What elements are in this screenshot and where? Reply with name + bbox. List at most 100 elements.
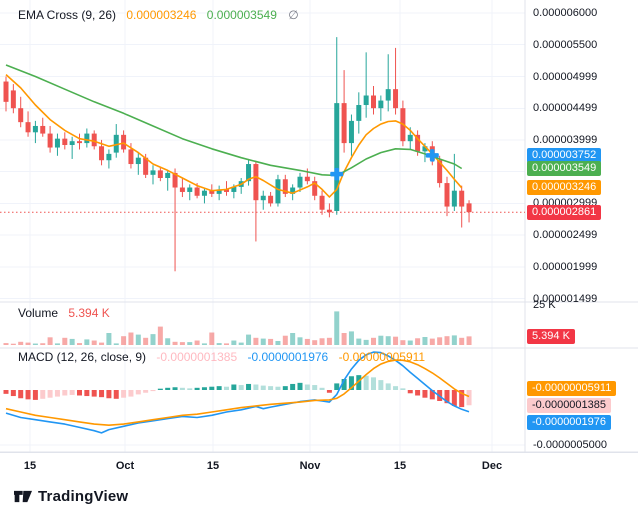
macd-histogram-bar: [121, 390, 127, 398]
macd-badge: -0.00000005911: [527, 380, 617, 396]
candle-body: [25, 122, 31, 133]
macd-histogram-bar: [91, 390, 97, 397]
volume-bar: [385, 336, 391, 345]
candle-body: [77, 141, 82, 144]
volume-bar: [407, 340, 413, 345]
volume-bar: [378, 335, 384, 345]
volume-bar: [348, 331, 354, 345]
macd-histogram-bar: [444, 390, 450, 404]
tradingview-logo-icon: [14, 490, 32, 503]
candle-body: [10, 90, 16, 109]
volume-bar: [224, 343, 229, 345]
macd-histogram-bar: [25, 390, 31, 400]
price-tick: 0.000001499: [533, 292, 598, 305]
macd-histogram-bar: [3, 390, 9, 394]
volume-legend-title: Volume: [18, 306, 59, 320]
volume-bar: [77, 343, 82, 345]
candle-body: [62, 138, 68, 145]
macd-histogram-bar: [224, 386, 229, 390]
macd-hist-value: -0.0000001385: [156, 350, 238, 364]
ema-cross-legend: EMA Cross (9, 26) 0.000003246 0.00000354…: [18, 8, 299, 22]
macd-histogram-bar: [209, 386, 215, 390]
candle-body: [157, 170, 163, 178]
price-tick: 0.000004499: [533, 102, 598, 115]
volume-bar: [275, 341, 281, 345]
candle-body: [253, 164, 259, 201]
volume-bar: [326, 337, 332, 345]
candle-body: [290, 187, 296, 194]
candle-body: [99, 146, 105, 161]
candle-body: [341, 103, 347, 144]
volume-bar: [238, 342, 244, 345]
volume-bar: [341, 333, 347, 345]
candle-body: [194, 187, 200, 196]
volume-bar: [99, 342, 105, 345]
macd-histogram-bar: [143, 390, 149, 393]
volume-bar: [187, 342, 193, 345]
macd-histogram-bar: [400, 388, 406, 390]
candle-body: [69, 141, 75, 145]
volume-bar: [128, 332, 134, 345]
volume-bar: [47, 337, 53, 345]
candle-body: [385, 89, 391, 101]
volume-bar: [312, 340, 318, 345]
volume-bar: [91, 340, 97, 345]
macd-badge: -0.0000001976: [527, 414, 612, 430]
candle-body: [113, 134, 119, 153]
macd-histogram-bar: [165, 387, 171, 390]
candle-body: [437, 160, 443, 184]
tradingview-logo[interactable]: TradingView: [14, 488, 128, 505]
candle-body: [84, 133, 90, 144]
macd-histogram-bar: [260, 385, 266, 390]
macd-histogram-bar: [422, 390, 428, 398]
volume-bar: [231, 340, 237, 345]
candle-body: [459, 190, 465, 207]
macd-histogram-bar: [135, 390, 141, 395]
macd-histogram-bar: [275, 386, 281, 390]
candle-body: [187, 187, 193, 192]
candle-body: [356, 105, 362, 121]
macd-histogram-bar: [268, 386, 274, 390]
macd-histogram-bar: [106, 390, 112, 399]
volume-bar: [172, 341, 178, 345]
macd-histogram-bar: [466, 390, 472, 406]
time-tick: 15: [23, 460, 37, 472]
volume-bar: [84, 339, 90, 345]
volume-bar: [69, 338, 75, 345]
volume-bar: [113, 343, 119, 345]
candle-body: [415, 134, 421, 152]
macd-histogram-bar: [157, 388, 163, 390]
macd-histogram-bar: [429, 390, 435, 400]
candle-body: [143, 157, 149, 175]
macd-histogram-bar: [371, 377, 376, 390]
time-tick: 15: [393, 460, 407, 472]
candle-body: [106, 153, 112, 161]
price-axis[interactable]: 0.000006000 0.000005500 0.000004999 0.00000…: [525, 0, 638, 480]
volume-bar: [201, 343, 207, 345]
ema-cross-marker-icon: [430, 149, 435, 162]
macd-signal-value: -0.00000005911: [338, 350, 426, 364]
volume-bar: [157, 326, 163, 345]
chart-plot-area[interactable]: [0, 0, 638, 480]
macd-histogram-bar: [32, 390, 38, 400]
volume-bar: [451, 335, 457, 345]
macd-histogram-bar: [69, 390, 75, 395]
volume-bar: [466, 336, 472, 345]
volume-bar: [400, 340, 406, 345]
macd-histogram-bar: [128, 390, 134, 397]
macd-histogram-bar: [253, 384, 259, 390]
volume-bar: [356, 338, 362, 345]
volume-bar: [10, 343, 16, 345]
volume-bar: [25, 342, 31, 345]
price-tick: 0.000004999: [533, 70, 598, 83]
candle-body: [47, 133, 53, 148]
time-axis[interactable]: 15 Oct 15 Nov 15 Dec: [0, 452, 638, 481]
candle-body: [32, 125, 38, 133]
empty-set-icon[interactable]: ∅: [288, 8, 299, 22]
macd-histogram-bar: [378, 380, 384, 390]
time-tick: Dec: [481, 460, 503, 472]
candle-body: [297, 176, 303, 188]
macd-histogram-bar: [385, 383, 391, 390]
volume-bar: [429, 338, 435, 345]
macd-histogram-bar: [84, 390, 90, 397]
